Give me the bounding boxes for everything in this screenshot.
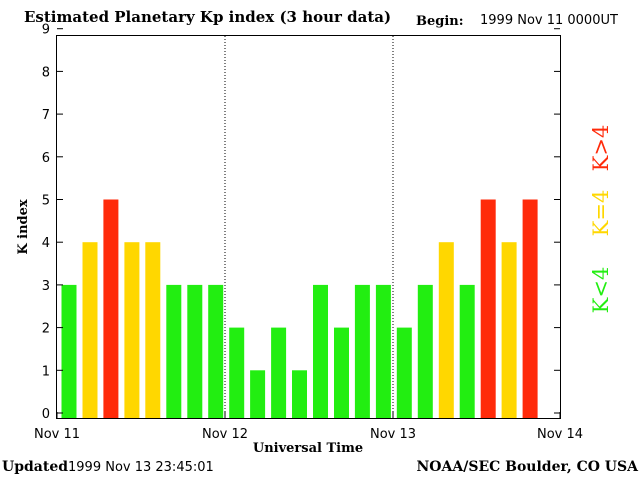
- legend-k-greater-than-4: K>4: [589, 125, 613, 172]
- y-tick-label: 1: [42, 364, 50, 379]
- kp-bar: [145, 242, 161, 418]
- kp-bar: [292, 370, 307, 418]
- y-axis: 0 1 2 3 4 5 6 7 8 9: [42, 23, 560, 422]
- x-tick-label: Nov 14: [537, 427, 583, 442]
- kp-bar: [501, 242, 517, 418]
- y-tick-label: 8: [42, 65, 50, 80]
- credit: NOAA/SEC Boulder, CO USA: [416, 459, 639, 475]
- kp-bar: [522, 199, 538, 418]
- y-tick-label: 3: [42, 279, 50, 294]
- kp-bar: [271, 327, 287, 418]
- kp-bar: [396, 327, 412, 418]
- kp-bar: [417, 284, 433, 418]
- plot-frame: [56, 35, 561, 419]
- kp-bar: [334, 327, 349, 418]
- y-tick-label: 5: [42, 194, 50, 209]
- kp-bar: [354, 284, 370, 418]
- bars-group: [61, 199, 538, 418]
- x-axis-title: Universal Time: [253, 441, 363, 456]
- x-tick-label: Nov 12: [202, 427, 248, 442]
- x-tick-label: Nov 13: [370, 427, 416, 442]
- kp-bar: [480, 199, 496, 418]
- legend-k-less-than-4: K<4: [589, 267, 613, 314]
- updated-label: Updated: [2, 459, 69, 475]
- y-tick-label: 7: [42, 108, 50, 123]
- kp-bar: [124, 242, 140, 418]
- kp-bar: [459, 284, 475, 418]
- kp-bar: [313, 284, 328, 418]
- kp-bar: [229, 327, 245, 418]
- updated-value: 1999 Nov 13 23:45:01: [68, 460, 214, 475]
- chart-title: Estimated Planetary Kp index (3 hour dat…: [24, 8, 392, 26]
- y-tick-label: 0: [42, 407, 50, 422]
- y-tick-label: 4: [42, 236, 50, 251]
- kp-bar: [166, 284, 182, 418]
- kp-bar: [82, 242, 98, 418]
- y-tick-label: 9: [42, 23, 50, 38]
- y-axis-title: K index: [16, 199, 31, 255]
- y-tick-label: 6: [42, 151, 50, 166]
- kp-bar: [61, 284, 77, 418]
- begin-label: Begin:: [416, 14, 464, 29]
- x-tick-label: Nov 11: [34, 427, 80, 442]
- kp-bar: [103, 199, 119, 418]
- kp-bar: [187, 284, 203, 418]
- kp-bar: [438, 242, 454, 418]
- kp-bar: [250, 370, 266, 418]
- kp-bar: [208, 284, 224, 418]
- legend-k-equals-4: K=4: [589, 190, 613, 237]
- x-axis: Nov 11 Nov 12 Nov 13 Nov 14: [34, 412, 583, 442]
- y-tick-label: 2: [42, 322, 50, 337]
- kp-bar: [375, 284, 391, 418]
- begin-value: 1999 Nov 11 0000UT: [480, 13, 618, 28]
